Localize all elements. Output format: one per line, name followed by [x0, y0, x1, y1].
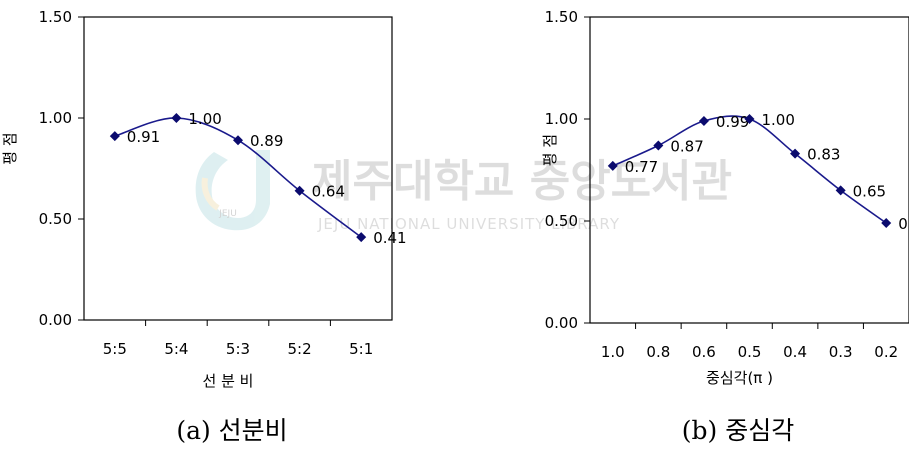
data-point-marker: [356, 232, 367, 243]
data-label: 0.77: [625, 158, 658, 176]
data-point-marker: [233, 135, 243, 146]
x-tick-label: 0.8: [646, 343, 670, 361]
x-tick-label: 5:5: [103, 340, 127, 358]
data-point-marker: [171, 113, 182, 123]
data-label: 0.64: [312, 183, 345, 201]
chart-2: 0.00 0.50 1.00 1.50 1.0 0.8 0.6 0.5 0.4 0.3 0.2 0.7…: [541, 8, 909, 445]
x-tick-label: 5:3: [226, 340, 250, 358]
data-label: 0.41: [373, 229, 406, 247]
data-label: 0.87: [670, 138, 703, 156]
x-tick-label: 0.2: [874, 343, 898, 361]
x-tick-label: 5:1: [349, 340, 373, 358]
panel-caption: (a) 선분비: [176, 416, 287, 445]
university-logo: JEJU: [195, 150, 270, 231]
data-label: 0.83: [807, 146, 840, 164]
watermark-title: 제주대학교 중앙도서관: [312, 156, 732, 207]
data-label: 0.49: [898, 215, 909, 233]
data-point-marker: [698, 116, 709, 127]
data-point-marker: [294, 185, 305, 196]
x-tick-label: 0.3: [829, 343, 853, 361]
plot-area-border: [83, 16, 393, 321]
y-tick-label: 0.00: [545, 314, 578, 332]
y-tick-label: 0.50: [39, 210, 72, 228]
chart-1: 0.00 0.50 1.00 1.50 5:5 5:4 5:3 5:2 5:1 0.91 1.00 0…: [1, 8, 407, 445]
data-label: 0.89: [250, 132, 283, 150]
data-label: 0.99: [716, 113, 749, 131]
data-label: 0.91: [127, 128, 160, 146]
data-point-marker: [790, 148, 801, 159]
x-tick-label: 5:4: [164, 340, 188, 358]
y-tick-label: 0.50: [545, 212, 578, 230]
data-label: 1.00: [762, 111, 795, 129]
panel-caption: (b) 중심각: [682, 416, 794, 445]
data-point-marker: [607, 160, 618, 171]
y-tick-label: 1.00: [39, 109, 72, 127]
y-tick-label: 0.00: [39, 311, 72, 329]
x-tick-label: 0.6: [692, 343, 716, 361]
charts: 0.000.501.001.505:5 5:4 5:3 5:2 5:10.911.000…: [1, 8, 909, 445]
data-point-marker: [653, 140, 664, 151]
data-point-marker: [881, 218, 892, 229]
data-point-marker: [109, 131, 120, 142]
y-axis-title: 평 점: [1, 132, 19, 164]
x-axis-title: 중심각(π ): [706, 369, 773, 387]
x-tick-label: 5:2: [288, 340, 312, 358]
x-axis-title: 선 분 비: [203, 372, 254, 390]
x-tick-label: 0.4: [783, 343, 807, 361]
y-axis-title: 평 점: [541, 134, 559, 166]
y-tick-label: 1.50: [39, 8, 72, 26]
logo-text: JEJU: [218, 209, 237, 219]
data-label: 1.00: [188, 110, 221, 128]
plot-area-border: [589, 16, 909, 324]
x-tick-label: 0.5: [738, 343, 762, 361]
x-tick-label: 1.0: [601, 343, 625, 361]
data-point-marker: [744, 114, 755, 124]
y-tick-label: 1.50: [545, 8, 578, 26]
data-label: 0.65: [853, 182, 886, 200]
data-point-marker: [835, 185, 846, 196]
y-tick-label: 1.00: [545, 110, 578, 128]
